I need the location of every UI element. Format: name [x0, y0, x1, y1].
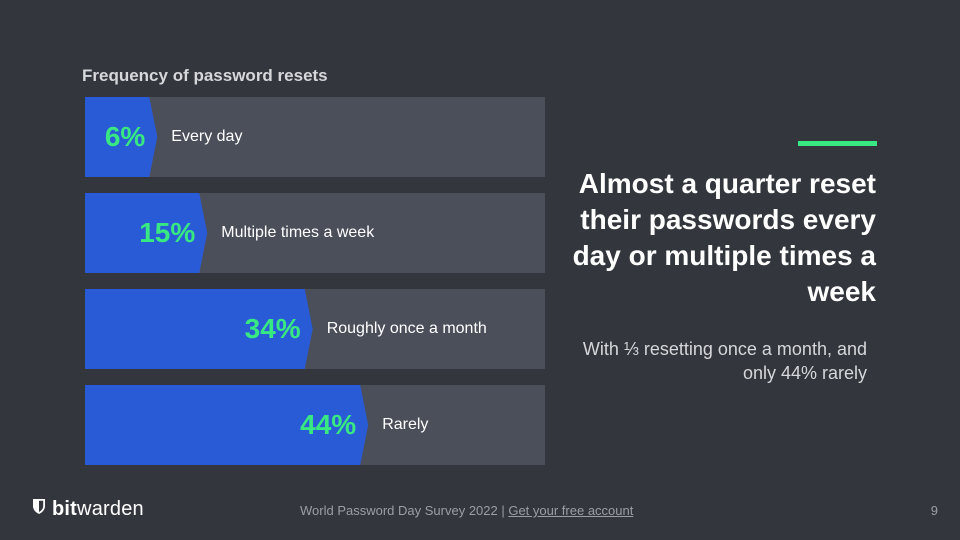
bar-svg: [85, 385, 369, 465]
bar-svg: [85, 97, 158, 177]
subhead: With ⅓ resetting once a month, and only …: [582, 339, 867, 383]
chart-title: Frequency of password resets: [82, 66, 328, 85]
bar-value-label: 34%: [244, 313, 301, 344]
bar-row: 15% Multiple times a week: [85, 193, 545, 273]
bar: [85, 193, 208, 273]
bar-category-label: Roughly once a month: [326, 320, 487, 337]
bar: [85, 289, 313, 369]
bar-value-label: 6%: [104, 121, 146, 152]
bar-row: 6% Every day: [85, 97, 545, 177]
accent-line: [798, 141, 877, 146]
bitwarden-logo[interactable]: bitwarden: [32, 497, 144, 521]
bar-value-label: 15%: [139, 217, 196, 248]
bar: [85, 385, 369, 465]
bar-row: 34% Roughly once a month: [85, 289, 545, 369]
footer-text: World Password Day Survey 2022 |: [300, 503, 509, 518]
bar: [85, 97, 158, 177]
bar-svg: [85, 289, 313, 369]
logo-regular: warden: [77, 497, 144, 520]
bar-chart: 6% Every day 15% Multiple times a week 34% Ro…: [85, 97, 545, 481]
shield-icon: [32, 498, 46, 520]
bar-value-label: 44%: [300, 409, 357, 440]
bar-category-label: Every day: [171, 128, 243, 145]
free-account-link[interactable]: Get your free account: [508, 503, 634, 518]
footer: World Password Day Survey 2022 | Get you…: [300, 503, 633, 518]
bar-category-label: Multiple times a week: [221, 224, 375, 241]
bar-category-label: Rarely: [382, 416, 429, 433]
logo-wordmark: bitwarden: [52, 498, 144, 521]
bar-row: 44% Rarely: [85, 385, 545, 465]
bar-svg: [85, 193, 208, 273]
page-number: 9: [930, 503, 938, 518]
logo-bold: bit: [52, 497, 78, 520]
headline: Almost a quarter reset their passwords e…: [572, 168, 876, 307]
